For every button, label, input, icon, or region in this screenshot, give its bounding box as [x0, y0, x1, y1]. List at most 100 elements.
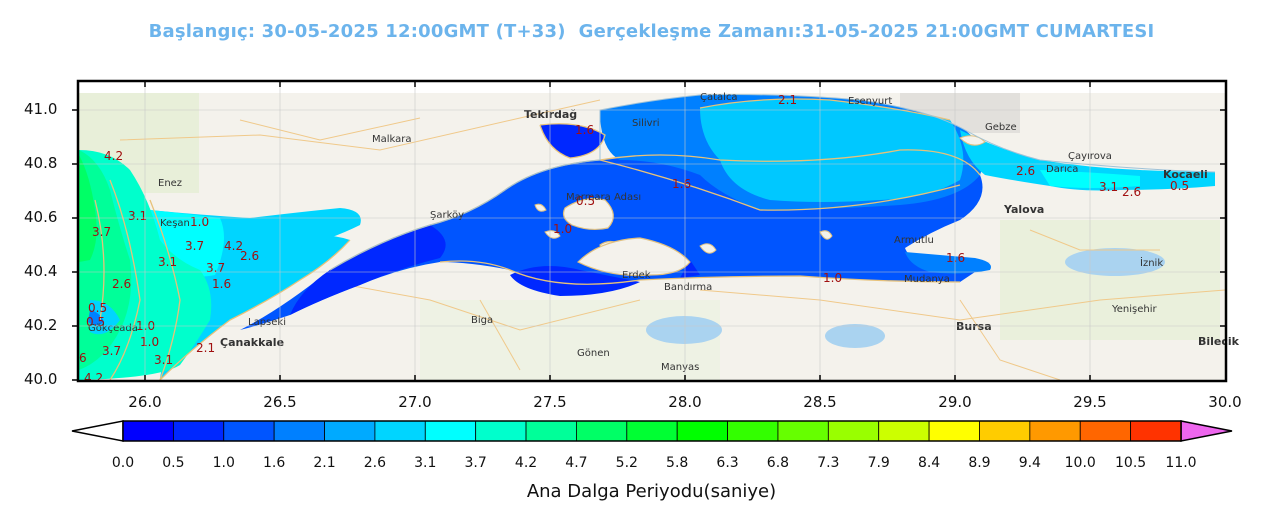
place-label: İznik	[1140, 256, 1163, 269]
contour-label: 0.5	[86, 315, 105, 329]
contour-label: 3.7	[92, 225, 111, 239]
gridlines	[79, 81, 1225, 380]
place-label: Keşan	[160, 218, 190, 229]
lon-tick-label: 27.0	[398, 393, 432, 411]
colorbar-segment	[223, 420, 275, 442]
colorbar-segment	[1079, 420, 1132, 442]
colorbar-level-label: 0.5	[162, 455, 185, 471]
lon-tick-label: 26.0	[128, 393, 162, 411]
lat-tick-label: 40.2	[24, 316, 58, 334]
colorbar-level-label: 4.2	[514, 455, 538, 471]
axis-ticks	[72, 81, 1226, 381]
place-label: Enez	[158, 178, 182, 189]
map-frame	[76, 79, 1228, 383]
colorbar-level-label: 0.0	[111, 455, 135, 471]
contour-label: 4.2	[84, 371, 103, 385]
colorbar-level-label: 6.3	[716, 455, 739, 471]
contour-label: 3.7	[102, 344, 121, 358]
colorbar-level-label: 7.3	[817, 455, 840, 471]
contour-label: 0.5	[576, 194, 595, 208]
lat-tick-label: 40.0	[24, 370, 58, 388]
colorbar-level-label: 5.2	[615, 455, 638, 471]
place-label: Tekirdağ	[524, 108, 577, 121]
contour-label: 6	[79, 351, 87, 365]
contour-label: 1.0	[823, 271, 842, 285]
contour-label: 2.6	[1016, 164, 1035, 178]
contour-label: 1.0	[553, 222, 572, 236]
lat-tick-label: 40.6	[24, 208, 58, 226]
colorbar	[71, 420, 1233, 442]
colorbar-segment	[727, 420, 779, 442]
colorbar-level-label: 1.0	[212, 455, 235, 471]
place-label: Silivri	[632, 118, 660, 129]
marmara-island	[562, 198, 614, 231]
colorbar-title: Ana Dalga Periyodu(saniye)	[526, 481, 777, 502]
colorbar-level-label: 2.6	[363, 455, 387, 471]
place-label: Erdek	[622, 270, 651, 281]
place-label: Yalova	[1003, 203, 1044, 216]
colorbar-segment	[424, 420, 477, 442]
place-label: Lapseki	[248, 317, 286, 328]
contour-label: 1.6	[212, 277, 231, 291]
place-label: Biga	[471, 315, 493, 326]
place-label: Bilecik	[1198, 335, 1240, 348]
colorbar-segment	[324, 420, 376, 442]
place-label: Marmara Adası	[566, 192, 641, 203]
uluabat-lake	[825, 324, 885, 348]
colorbar-segment	[777, 420, 829, 442]
colorbar-segment	[172, 420, 225, 442]
lon-tick-label: 28.5	[803, 393, 837, 411]
contour-label: 0.5	[88, 301, 107, 315]
colorbar-level-label: 6.8	[766, 455, 790, 471]
lat-tick-label: 40.8	[24, 154, 58, 172]
map-content	[79, 93, 1225, 380]
manyas-lake	[646, 316, 722, 344]
place-label: Bandırma	[664, 282, 712, 293]
place-label: Armutlu	[894, 235, 934, 246]
lon-tick-label: 29.5	[1073, 393, 1107, 411]
place-label: Malkara	[372, 134, 412, 145]
colorbar-level-label: 8.9	[968, 455, 991, 471]
contour-label: 4.2	[224, 239, 243, 253]
colorbar-segment	[576, 420, 628, 442]
colorbar-level-label: 8.4	[917, 455, 941, 471]
colorbar-segment	[475, 420, 527, 442]
colorbar-level-label: 10.0	[1064, 455, 1096, 471]
place-label: Kocaeli	[1163, 168, 1208, 181]
place-label: Bursa	[956, 320, 992, 333]
contour-label: 3.1	[128, 209, 147, 223]
colorbar-segment	[878, 420, 930, 442]
contour-label: 2.1	[196, 341, 215, 355]
colorbar-level-label: 4.7	[565, 455, 588, 471]
place-label: Yenişehir	[1111, 304, 1158, 315]
place-label: Esenyurt	[848, 96, 892, 107]
colorbar-segment	[374, 420, 426, 442]
place-label: Gebze	[985, 122, 1017, 133]
sea-marmara-northeast	[700, 99, 964, 202]
contour-label: 2.6	[240, 249, 259, 263]
place-label: Çatalca	[700, 92, 738, 103]
colorbar-over-triangle	[1180, 420, 1233, 442]
colorbar-segment	[1029, 420, 1081, 442]
colorbar-level-label: 2.1	[313, 455, 336, 471]
sea-gemlik-gulf	[905, 252, 991, 274]
place-label: Şarköy	[430, 210, 464, 221]
colorbar-segment	[1130, 420, 1182, 442]
colorbar-level-label: 3.7	[464, 455, 487, 471]
contour-label: 3.1	[154, 353, 173, 367]
contour-label: 1.6	[946, 251, 965, 265]
contour-label: 3.7	[206, 261, 225, 275]
contour-label: 1.6	[672, 177, 691, 191]
place-labels: Tekirdağ Yalova Bursa Kocaeli Çanakkale …	[88, 92, 1240, 373]
colorbar-level-label: 10.5	[1115, 455, 1147, 471]
contour-label: 1.0	[140, 335, 159, 349]
contour-label: 2.6	[1122, 185, 1141, 199]
lon-tick-label: 27.5	[533, 393, 567, 411]
place-label: Manyas	[661, 362, 699, 373]
place-label: Çanakkale	[220, 336, 284, 349]
contour-label: 0.5	[1170, 179, 1189, 193]
colorbar-level-label: 9.4	[1018, 455, 1041, 471]
colorbar-segment	[979, 420, 1031, 442]
lon-tick-label: 28.0	[668, 393, 702, 411]
contour-label: 3.7	[185, 239, 204, 253]
